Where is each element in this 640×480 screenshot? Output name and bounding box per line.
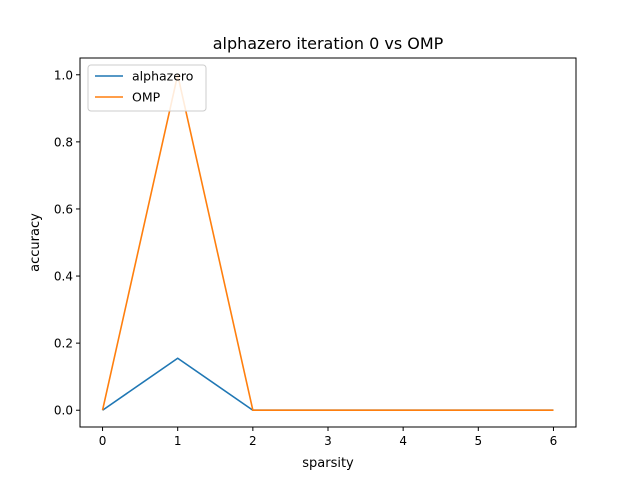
- plot-frame: [79, 57, 577, 428]
- legend-label-alphazero: alphazero: [132, 69, 193, 84]
- y-tick-label: 0.2: [54, 337, 73, 351]
- series-line-alphazero: [102, 357, 554, 412]
- x-tick-label: 6: [550, 434, 558, 448]
- series-layer: [101, 73, 554, 412]
- y-tick-label: 0.6: [54, 202, 73, 216]
- y-tick-label: 0.8: [54, 135, 73, 149]
- chart-title: alphazero iteration 0 vs OMP: [213, 34, 444, 53]
- x-axis-ticks: 0 1 2 3 4 5 6: [99, 427, 558, 448]
- y-tick-label: 0.4: [54, 270, 73, 284]
- x-tick-label: 2: [249, 434, 257, 448]
- legend-label-omp: OMP: [132, 90, 161, 105]
- x-axis-label: sparsity: [302, 456, 354, 471]
- y-tick-label: 0.0: [54, 404, 73, 418]
- x-tick-label: 1: [174, 434, 182, 448]
- x-tick-label: 5: [474, 434, 482, 448]
- x-tick-label: 3: [324, 434, 332, 448]
- y-axis-ticks: 0.0 0.2 0.4 0.6 0.8 1.0: [54, 68, 80, 418]
- x-tick-label: 0: [99, 434, 107, 448]
- y-axis-label: accuracy: [28, 213, 43, 272]
- x-tick-label: 4: [399, 434, 407, 448]
- legend: alphazero OMP: [87, 64, 207, 112]
- series-line-omp: [101, 73, 554, 412]
- y-tick-label: 1.0: [54, 68, 73, 82]
